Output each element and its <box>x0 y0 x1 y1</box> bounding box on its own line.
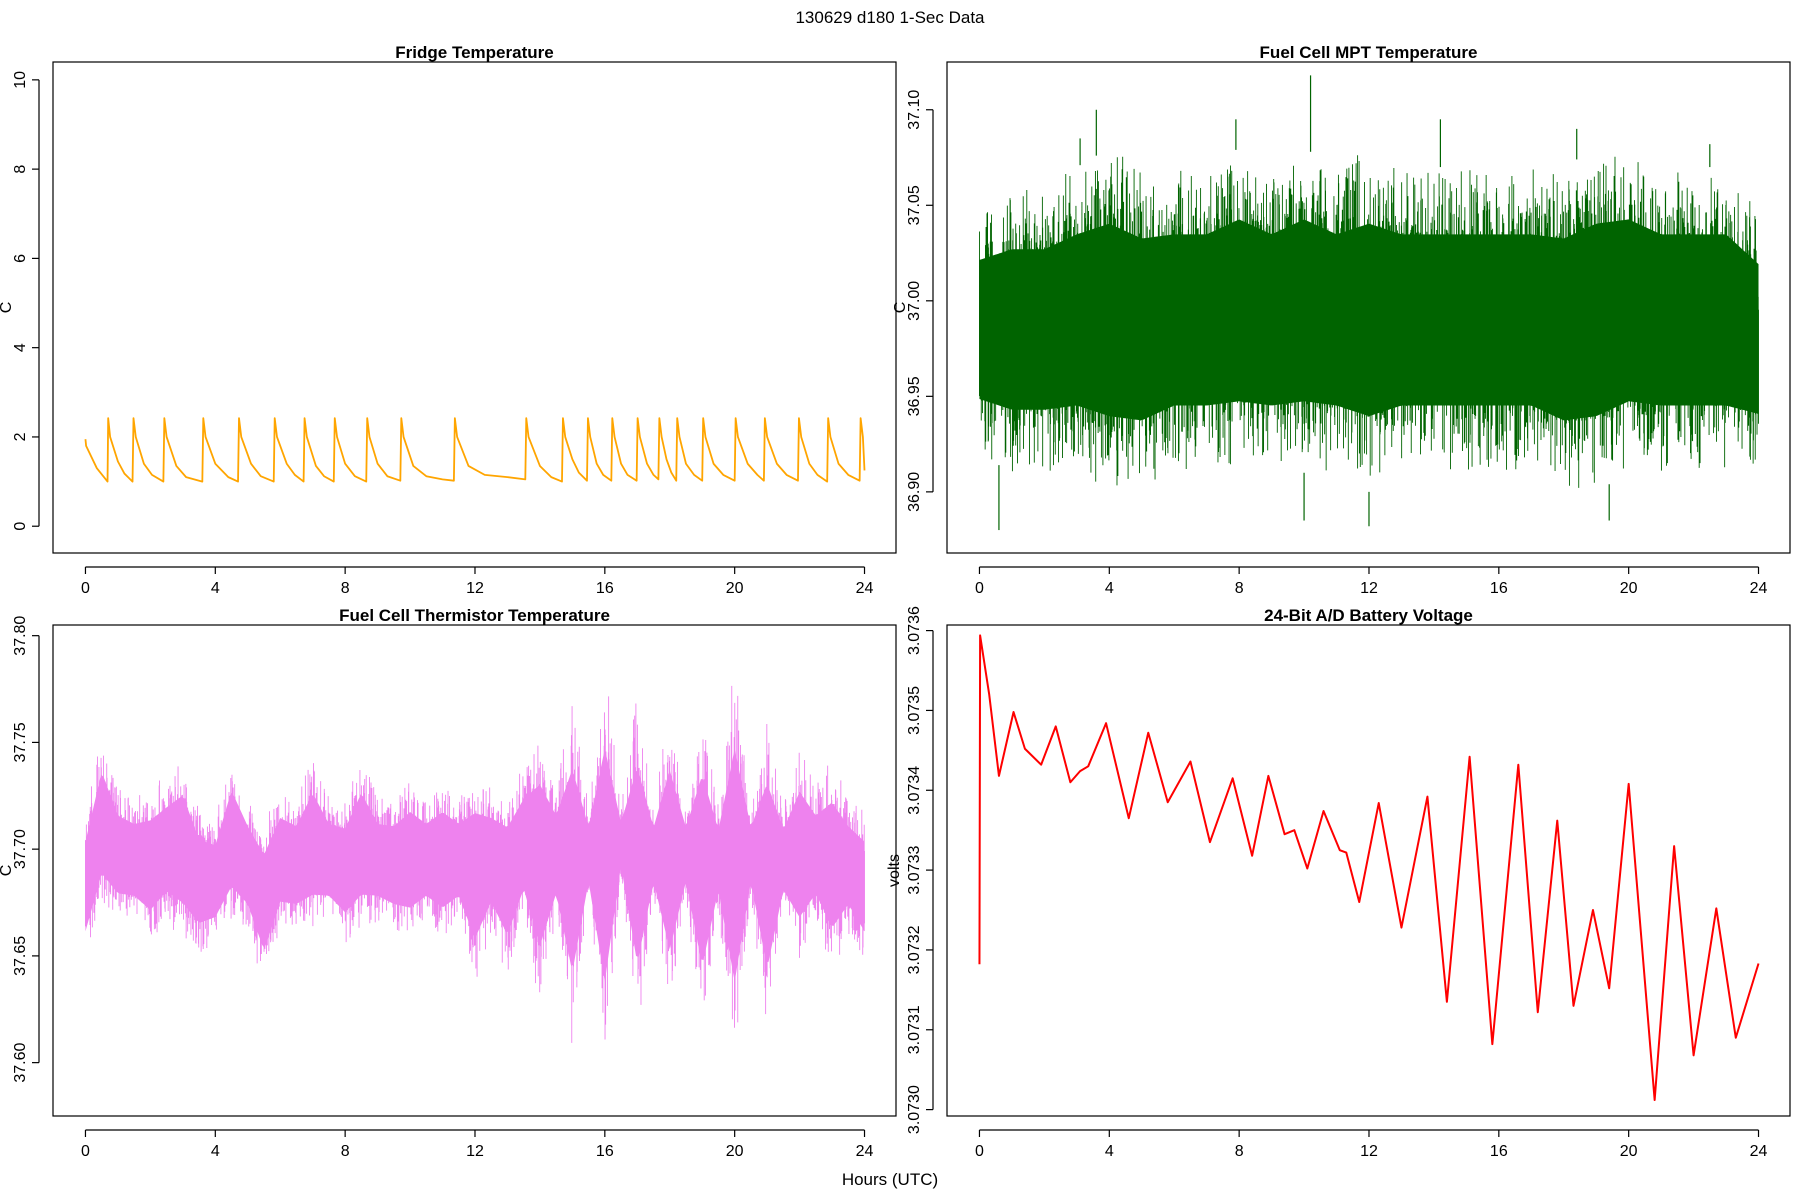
x-tick-label: 12 <box>466 580 484 597</box>
x-tick-label: 16 <box>1490 580 1508 597</box>
x-tick-label: 8 <box>1235 1143 1244 1160</box>
panel-title: Fuel Cell Thermistor Temperature <box>339 606 610 625</box>
plot-area <box>85 685 865 1043</box>
y-axis-label: C <box>0 865 15 877</box>
y-tick-label: 8 <box>12 165 29 174</box>
plot-frame <box>52 61 897 554</box>
x-tick-label: 4 <box>1105 580 1114 597</box>
y-tick-label: 3.0732 <box>906 925 923 974</box>
plot-area <box>84 417 866 483</box>
fuel-cell-mpt-temperature-panel: Fuel Cell MPT Temperature 0 4 8 12 16 20 24 36.9… <box>892 43 1791 597</box>
x-tick-label: 0 <box>81 1143 90 1160</box>
y-tick-label: 37.05 <box>906 185 923 225</box>
figure-xlabel: Hours (UTC) <box>842 1170 938 1189</box>
x-tick-label: 24 <box>856 1143 874 1160</box>
x-tick-label: 16 <box>1490 1143 1508 1160</box>
plot-frame <box>52 624 897 1117</box>
plot-frame <box>946 61 1791 554</box>
y-tick-label: 3.0734 <box>906 766 923 815</box>
x-tick-label: 20 <box>1620 580 1638 597</box>
y-tick-label: 36.95 <box>906 376 923 416</box>
x-tick-label: 12 <box>1360 1143 1378 1160</box>
y-tick-label: 36.90 <box>906 472 923 512</box>
x-tick-label: 16 <box>596 1143 614 1160</box>
plot-area <box>978 634 1760 1102</box>
x-tick-label: 20 <box>726 580 744 597</box>
y-tick-label: 3.0735 <box>906 686 923 735</box>
x-tick-label: 20 <box>726 1143 744 1160</box>
x-tick-label: 12 <box>1360 580 1378 597</box>
plot-area <box>979 75 1759 531</box>
fuel-cell-thermistor-temperature-panel: Fuel Cell Thermistor Temperature 0 4 8 12 16 2… <box>0 606 897 1160</box>
x-tick-label: 24 <box>856 580 874 597</box>
plot-frame <box>946 624 1791 1117</box>
y-tick-label: 37.70 <box>12 829 29 869</box>
y-tick-label: 3.0733 <box>906 846 923 895</box>
x-tick-label: 24 <box>1750 1143 1768 1160</box>
y-tick-label: 6 <box>12 254 29 263</box>
battery-voltage-panel: 24-Bit A/D Battery Voltage 0 4 8 12 16 20 24 3.0… <box>886 606 1791 1160</box>
y-tick-label: 37.65 <box>12 936 29 976</box>
panel-title: Fuel Cell MPT Temperature <box>1260 43 1478 62</box>
x-tick-label: 4 <box>1105 1143 1114 1160</box>
y-tick-label: 0 <box>12 522 29 531</box>
series-core <box>85 748 865 982</box>
y-axis-label: volts <box>886 854 903 887</box>
x-tick-label: 4 <box>211 1143 220 1160</box>
x-tick-label: 16 <box>596 580 614 597</box>
y-tick-label: 37.60 <box>12 1043 29 1083</box>
fridge-temperature-panel: Fridge Temperature048121620240246810C <box>0 43 897 597</box>
x-tick-label: 8 <box>1235 580 1244 597</box>
y-axis-label: C <box>0 302 15 314</box>
y-tick-label: 10 <box>12 71 29 89</box>
series-line <box>978 634 1760 1102</box>
x-tick-label: 12 <box>466 1143 484 1160</box>
y-tick-label: 3.0731 <box>906 1005 923 1054</box>
panel-title: 24-Bit A/D Battery Voltage <box>1264 606 1473 625</box>
x-tick-label: 8 <box>341 1143 350 1160</box>
y-axis-label: C <box>892 302 909 314</box>
x-tick-label: 0 <box>975 580 984 597</box>
x-tick-label: 0 <box>81 580 90 597</box>
series-line <box>84 417 866 483</box>
x-tick-label: 8 <box>341 580 350 597</box>
figure-title: 130629 d180 1-Sec Data <box>795 8 985 27</box>
x-tick-label: 24 <box>1750 580 1768 597</box>
y-tick-label: 37.75 <box>12 722 29 762</box>
x-tick-label: 20 <box>1620 1143 1638 1160</box>
y-tick-label: 3.0730 <box>906 1085 923 1134</box>
y-tick-label: 37.10 <box>906 90 923 130</box>
y-tick-label: 37.00 <box>906 281 923 321</box>
y-tick-label: 4 <box>12 343 29 352</box>
x-tick-label: 0 <box>975 1143 984 1160</box>
y-tick-label: 3.0736 <box>906 606 923 655</box>
y-tick-label: 37.80 <box>12 616 29 656</box>
panel-title: Fridge Temperature <box>395 43 553 62</box>
y-tick-label: 2 <box>12 432 29 441</box>
series-core <box>979 219 1759 421</box>
x-tick-label: 4 <box>211 580 220 597</box>
